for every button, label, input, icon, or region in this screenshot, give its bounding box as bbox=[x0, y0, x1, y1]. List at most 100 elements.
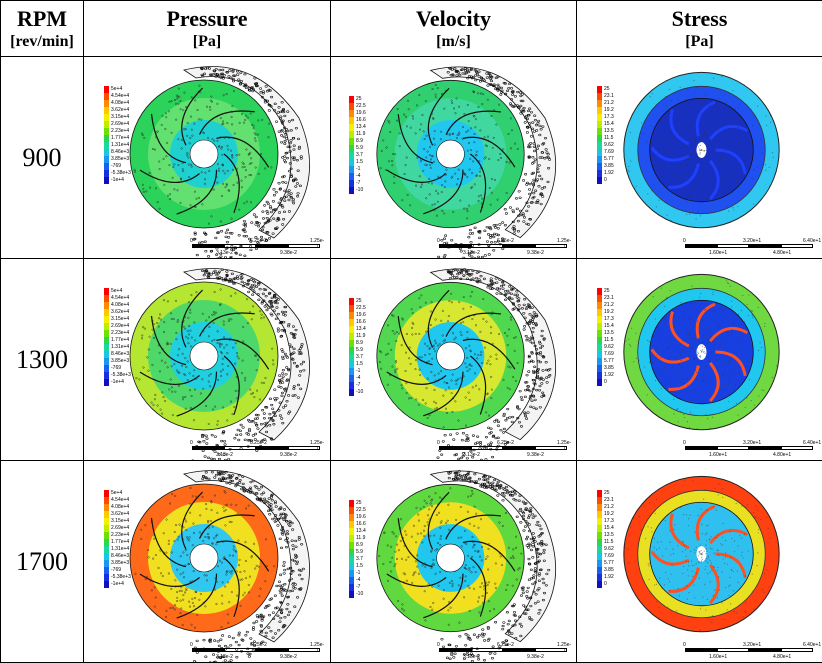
legend-label: 2.23e+4 bbox=[111, 532, 129, 538]
legend-swatch bbox=[349, 389, 354, 396]
legend-label: 3.85 bbox=[604, 163, 614, 169]
legend-label: 15.4 bbox=[604, 121, 614, 127]
legend-entry: 19.6 bbox=[349, 110, 366, 117]
legend-entry: 5e+4 bbox=[104, 86, 131, 93]
legend-label: 2.69e+4 bbox=[111, 525, 129, 531]
legend-entry: 1.77e+4 bbox=[104, 135, 131, 142]
legend-entry: 2.23e+4 bbox=[104, 128, 131, 135]
legend-entry: 5.77 bbox=[597, 156, 614, 163]
legend-swatch bbox=[104, 330, 109, 337]
legend-entry: 4.08e+4 bbox=[104, 302, 131, 309]
legend-swatch bbox=[349, 180, 354, 187]
legend-label: 19.6 bbox=[356, 312, 366, 318]
legend-label: 2.23e+4 bbox=[111, 330, 129, 336]
legend-entry: 1.31e+4 bbox=[104, 142, 131, 149]
scale-top-label: 0 bbox=[683, 440, 686, 446]
legend-label: 22.5 bbox=[356, 507, 366, 513]
legend-label: 8.9 bbox=[356, 340, 363, 346]
scale-top-label: 0 bbox=[683, 238, 686, 244]
scale-top-label: 1.25e-1 bbox=[557, 440, 571, 452]
rpm-header-unit: [rev/min] bbox=[1, 32, 83, 52]
legend-entry: 22.5 bbox=[349, 305, 366, 312]
pressure-header-title: Pressure bbox=[84, 6, 330, 32]
legend-entry: 3.62e+4 bbox=[104, 107, 131, 114]
legend-swatch bbox=[597, 546, 602, 553]
legend-label: 8.46e+3 bbox=[111, 149, 129, 155]
pressure-header-unit: [Pa] bbox=[84, 32, 330, 52]
legend-label: 4.54e+4 bbox=[111, 497, 129, 503]
legend-swatch bbox=[597, 128, 602, 135]
legend-entry: 5.9 bbox=[349, 347, 366, 354]
legend-entry: -769 bbox=[104, 567, 131, 574]
legend-swatch bbox=[597, 107, 602, 114]
legend-entry: 1.5 bbox=[349, 159, 366, 166]
legend-label: -4 bbox=[356, 375, 360, 381]
legend-swatch bbox=[597, 330, 602, 337]
scale-top-label: 0 bbox=[437, 238, 440, 244]
legend-swatch bbox=[597, 323, 602, 330]
legend-entry: 7.69 bbox=[597, 149, 614, 156]
legend-entry: 11.9 bbox=[349, 131, 366, 138]
legend-label: 21.2 bbox=[604, 100, 614, 106]
legend-entry: -7 bbox=[349, 180, 366, 187]
legend-entry: 19.2 bbox=[597, 107, 614, 114]
legend-entry: 5e+4 bbox=[104, 288, 131, 295]
legend-swatch bbox=[349, 138, 354, 145]
legend-swatch bbox=[104, 518, 109, 525]
legend-swatch bbox=[349, 347, 354, 354]
legend-label: 17.3 bbox=[604, 518, 614, 524]
legend-label: 1.31e+4 bbox=[111, 546, 129, 552]
legend-swatch bbox=[349, 570, 354, 577]
scale-bottom-label: 1.60e+1 bbox=[709, 654, 727, 660]
velocity-contour-svg bbox=[331, 462, 576, 662]
legend-swatch bbox=[597, 581, 602, 588]
legend-entry: 2.23e+4 bbox=[104, 330, 131, 337]
legend-entry: 1.92 bbox=[597, 372, 614, 379]
legend-label: -10 bbox=[356, 389, 363, 395]
legend-swatch bbox=[597, 574, 602, 581]
legend-entry: 23.1 bbox=[597, 93, 614, 100]
legend-label: 8.46e+3 bbox=[111, 553, 129, 559]
legend-label: 5.77 bbox=[604, 560, 614, 566]
legend-swatch bbox=[349, 354, 354, 361]
legend-label: 15.4 bbox=[604, 525, 614, 531]
legend-swatch bbox=[104, 128, 109, 135]
legend-swatch bbox=[349, 514, 354, 521]
legend-swatch bbox=[349, 382, 354, 389]
legend-label: 19.2 bbox=[604, 309, 614, 315]
scale-top-label: 6.40e+1 bbox=[803, 440, 821, 446]
legend-entry: 25 bbox=[597, 86, 614, 93]
legend-entry: 25 bbox=[349, 96, 366, 103]
legend-label: 1.77e+4 bbox=[111, 337, 129, 343]
legend-entry: 13.4 bbox=[349, 124, 366, 131]
legend-swatch bbox=[104, 135, 109, 142]
scale-top-label: 6.25e-2 bbox=[250, 642, 267, 648]
legend-entry: -7 bbox=[349, 382, 366, 389]
legend-swatch bbox=[104, 288, 109, 295]
legend-swatch bbox=[597, 379, 602, 386]
legend-label: -1e+4 bbox=[111, 177, 124, 183]
velocity-header-title: Velocity bbox=[331, 6, 576, 32]
legend-label: 11.9 bbox=[356, 333, 365, 339]
legend-swatch bbox=[104, 539, 109, 546]
legend-label: -7 bbox=[356, 180, 360, 186]
scale-top-label: 3.20e+1 bbox=[743, 238, 761, 244]
legend-swatch bbox=[597, 142, 602, 149]
legend-swatch bbox=[349, 166, 354, 173]
legend-entry: 4.54e+4 bbox=[104, 295, 131, 302]
legend-swatch bbox=[349, 361, 354, 368]
legend-entry: 11.9 bbox=[349, 535, 366, 542]
scale-bottom-label: 3.13e-2 bbox=[216, 250, 233, 256]
legend-entry: 4.08e+4 bbox=[104, 100, 131, 107]
legend-swatch bbox=[597, 170, 602, 177]
